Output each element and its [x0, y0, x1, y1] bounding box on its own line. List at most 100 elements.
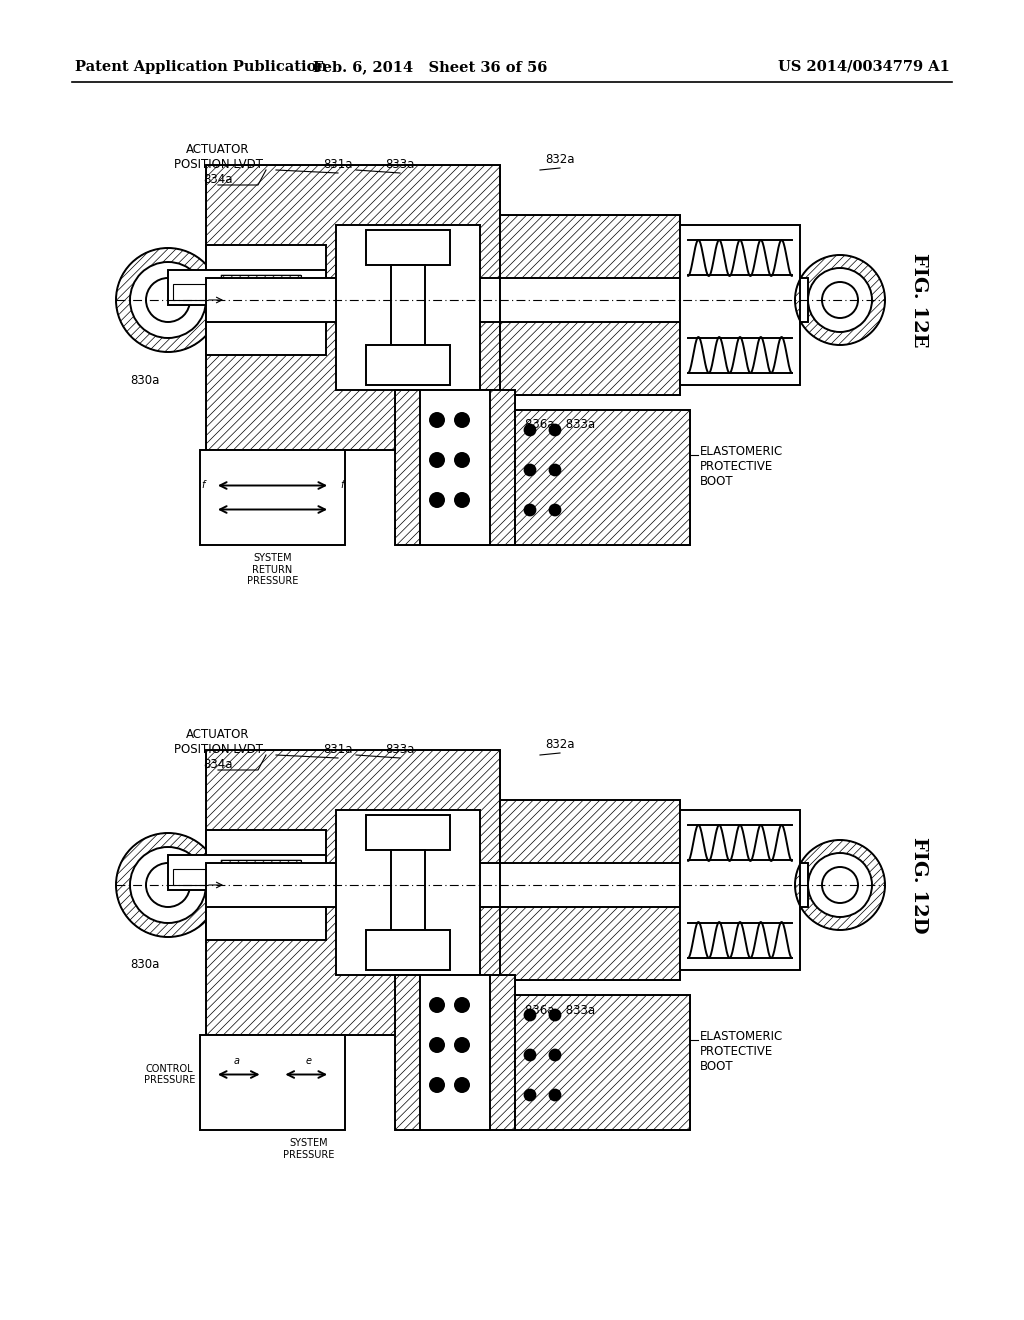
Circle shape [795, 840, 885, 931]
Circle shape [454, 412, 470, 428]
Bar [206, 310, 326, 355]
Circle shape [454, 1077, 470, 1093]
Text: CONTROL
PRESSURE: CONTROL PRESSURE [143, 1064, 195, 1085]
Circle shape [822, 282, 858, 318]
Bar [500, 800, 680, 979]
Text: Feb. 6, 2014   Sheet 36 of 56: Feb. 6, 2014 Sheet 36 of 56 [312, 59, 547, 74]
Bar [206, 863, 500, 907]
Bar [515, 995, 690, 1130]
Bar [391, 850, 425, 931]
Bar [680, 224, 800, 385]
Bar [173, 284, 326, 300]
Circle shape [130, 847, 206, 923]
Circle shape [429, 451, 445, 469]
Bar [336, 810, 480, 975]
Bar [515, 411, 690, 545]
Bar [366, 345, 450, 385]
Circle shape [429, 412, 445, 428]
Bar [206, 165, 500, 450]
Circle shape [454, 451, 470, 469]
Circle shape [429, 492, 445, 508]
Circle shape [549, 424, 561, 437]
Circle shape [549, 1008, 561, 1022]
Circle shape [523, 1048, 537, 1061]
Bar [500, 863, 680, 907]
Text: 836a   833a: 836a 833a [525, 418, 595, 432]
Bar [800, 863, 808, 907]
Text: 832a: 832a [545, 738, 574, 751]
Bar [680, 810, 800, 970]
Bar [173, 869, 326, 884]
Circle shape [454, 492, 470, 508]
Bar [515, 411, 690, 545]
Circle shape [808, 853, 872, 917]
Bar [800, 279, 808, 322]
Circle shape [454, 997, 470, 1012]
Text: 830a: 830a [130, 374, 160, 387]
Bar [221, 275, 301, 302]
Bar [366, 230, 450, 265]
Bar [500, 215, 680, 395]
Circle shape [822, 867, 858, 903]
Bar [206, 246, 326, 290]
Bar [500, 800, 680, 979]
Bar [206, 895, 326, 940]
Circle shape [130, 261, 206, 338]
Circle shape [523, 463, 537, 477]
Text: 831a: 831a [324, 158, 352, 172]
Circle shape [523, 1008, 537, 1022]
Bar [395, 389, 515, 545]
Circle shape [116, 833, 220, 937]
Text: 836a   833a: 836a 833a [525, 1003, 595, 1016]
Text: ACTUATOR
POSITION LVDT
834a: ACTUATOR POSITION LVDT 834a [173, 143, 262, 186]
Bar [168, 855, 326, 890]
Bar [221, 275, 301, 302]
Text: SYSTEM
PRESSURE: SYSTEM PRESSURE [283, 1138, 335, 1159]
Text: 833a: 833a [385, 158, 415, 172]
Bar [206, 279, 500, 322]
Circle shape [454, 1038, 470, 1053]
Text: FIG. 12E: FIG. 12E [910, 252, 928, 347]
Text: US 2014/0034779 A1: US 2014/0034779 A1 [778, 59, 950, 74]
Text: 831a: 831a [324, 743, 352, 756]
Bar [500, 279, 680, 322]
Text: f: f [340, 480, 343, 491]
Circle shape [116, 248, 220, 352]
Text: e: e [306, 1056, 311, 1065]
Circle shape [523, 424, 537, 437]
Bar [366, 814, 450, 850]
Bar [168, 271, 326, 305]
Bar [206, 830, 326, 875]
Text: ACTUATOR
POSITION LVDT
834a: ACTUATOR POSITION LVDT 834a [173, 729, 262, 771]
Circle shape [146, 279, 190, 322]
Bar [500, 215, 680, 395]
Bar [420, 975, 490, 1130]
Bar [206, 750, 500, 1035]
Text: 830a: 830a [130, 958, 160, 972]
Circle shape [795, 255, 885, 345]
Bar [515, 995, 690, 1130]
Bar [206, 750, 500, 1035]
Text: 833a: 833a [385, 743, 415, 756]
Bar [366, 931, 450, 970]
Circle shape [429, 1038, 445, 1053]
Text: a: a [233, 1056, 240, 1065]
Text: 832a: 832a [545, 153, 574, 166]
Circle shape [523, 504, 537, 516]
Text: ELASTOMERIC
PROTECTIVE
BOOT: ELASTOMERIC PROTECTIVE BOOT [700, 1030, 783, 1073]
Bar [206, 165, 500, 450]
Bar [200, 1035, 345, 1130]
Text: ELASTOMERIC
PROTECTIVE
BOOT: ELASTOMERIC PROTECTIVE BOOT [700, 445, 783, 488]
Text: FIG. 12D: FIG. 12D [910, 837, 928, 933]
Bar [420, 389, 490, 545]
Bar [395, 975, 515, 1130]
Circle shape [549, 1089, 561, 1101]
Text: f: f [202, 480, 205, 491]
Bar [395, 975, 515, 1130]
Circle shape [549, 463, 561, 477]
Bar [336, 224, 480, 389]
Circle shape [429, 1077, 445, 1093]
Bar [221, 861, 301, 887]
Text: Patent Application Publication: Patent Application Publication [75, 59, 327, 74]
Circle shape [523, 1089, 537, 1101]
